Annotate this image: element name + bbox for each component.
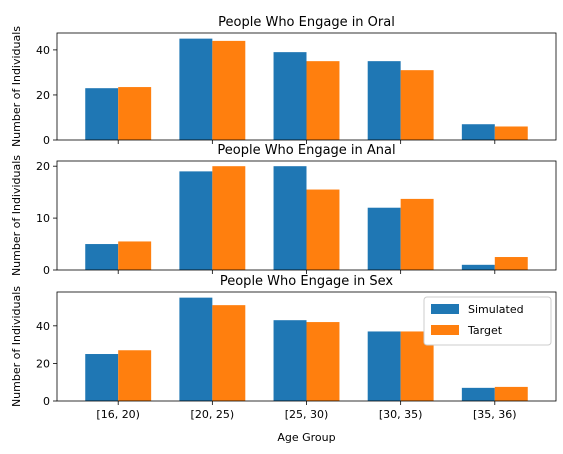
bar-target-2 xyxy=(212,40,246,140)
bar-simulated-1 xyxy=(85,354,119,401)
bar-simulated-5 xyxy=(461,124,495,140)
x-tick-label: [30, 35) xyxy=(379,408,423,421)
subplot-title: People Who Engage in Oral xyxy=(218,15,395,30)
subplot-title: People Who Engage in Anal xyxy=(217,143,395,158)
y-axis-label: Number of Individuals xyxy=(10,286,23,407)
bar-target-4 xyxy=(400,70,434,140)
y-tick-label: 0 xyxy=(43,264,50,277)
bar-target-4 xyxy=(400,198,434,270)
x-tick-label: [25, 30) xyxy=(285,408,329,421)
y-tick-label: 20 xyxy=(36,89,50,102)
bar-simulated-4 xyxy=(367,331,401,401)
legend-swatch-simulated xyxy=(431,304,459,314)
bar-simulated-4 xyxy=(367,61,401,140)
y-tick-label: 10 xyxy=(36,212,50,225)
bar-simulated-5 xyxy=(461,387,495,401)
y-tick-label: 40 xyxy=(36,320,50,333)
bar-target-2 xyxy=(212,166,246,270)
bar-simulated-3 xyxy=(273,52,307,140)
bar-simulated-2 xyxy=(179,38,213,141)
bar-target-5 xyxy=(494,126,528,140)
y-tick-label: 0 xyxy=(43,395,50,408)
bar-target-2 xyxy=(212,305,246,401)
y-axis-label: Number of Individuals xyxy=(10,155,23,276)
y-tick-label: 40 xyxy=(36,44,50,57)
bar-simulated-2 xyxy=(179,171,213,270)
legend-label-target: Target xyxy=(467,324,503,337)
legend-label-simulated: Simulated xyxy=(468,303,524,316)
subplot-title: People Who Engage in Sex xyxy=(220,274,394,289)
y-axis-label: Number of Individuals xyxy=(10,26,23,147)
bar-simulated-5 xyxy=(461,264,495,270)
bar-simulated-2 xyxy=(179,297,213,401)
bar-target-5 xyxy=(494,386,528,401)
y-tick-label: 20 xyxy=(36,357,50,370)
bar-target-3 xyxy=(306,189,340,270)
x-tick-label: [20, 25) xyxy=(191,408,235,421)
subplot-1: 0 20 40 People Who Engage in Oral Number of … xyxy=(10,15,557,147)
bar-simulated-1 xyxy=(85,88,119,140)
bar-simulated-4 xyxy=(367,207,401,270)
y-tick-label: 0 xyxy=(43,134,50,147)
bar-simulated-1 xyxy=(85,244,119,270)
bar-target-1 xyxy=(118,241,152,270)
x-tick-label: [16, 20) xyxy=(96,408,140,421)
y-tick-label: 20 xyxy=(36,160,50,173)
subplot-3: 0 20 40 [16, 20) [20, 25) [25, 30) [30, 35) [35… xyxy=(10,274,557,444)
bar-target-1 xyxy=(118,87,152,140)
x-tick-label: [35, 36) xyxy=(473,408,517,421)
bar-target-5 xyxy=(494,257,528,270)
subplot-2: 0 10 20 People Who Engage in Anal Number of … xyxy=(10,143,557,277)
bar-simulated-3 xyxy=(273,166,307,270)
x-axis-label: Age Group xyxy=(277,431,335,444)
legend: Simulated Target xyxy=(423,296,552,346)
bar-target-1 xyxy=(118,350,152,401)
legend-swatch-target xyxy=(431,325,459,335)
bar-target-3 xyxy=(306,322,340,401)
bar-simulated-3 xyxy=(273,320,307,401)
bar-target-3 xyxy=(306,61,340,140)
